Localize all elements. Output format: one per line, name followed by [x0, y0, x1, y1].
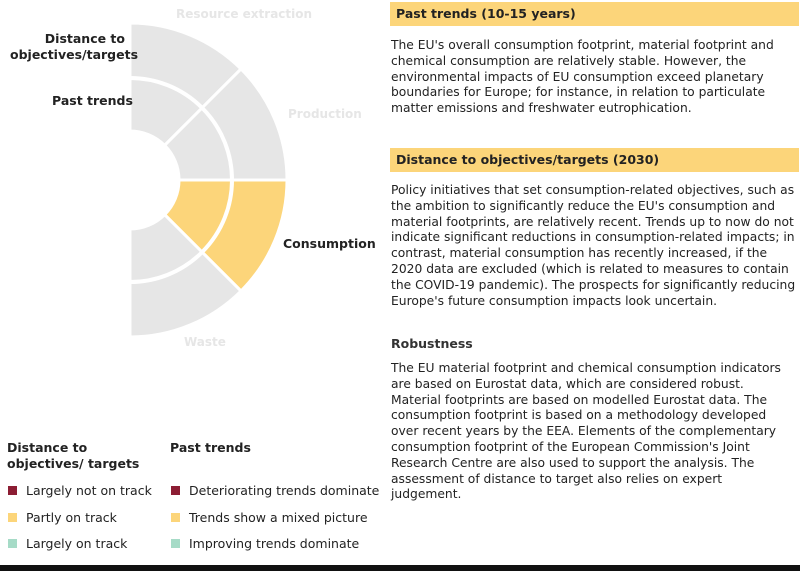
stage-label-consumption: Consumption: [283, 236, 376, 251]
stage-label-resource-extraction: Resource extraction: [176, 7, 313, 21]
red-swatch: [171, 486, 180, 495]
legend-distance-title: Distance to objectives/ targets: [7, 440, 140, 471]
ring-label-distance: Distance to objectives/targets: [10, 31, 139, 62]
ring-label-past-trends: Past trends: [52, 93, 133, 108]
green-swatch: [8, 539, 17, 548]
legend-past-item-red: Deteriorating trends dominate: [171, 483, 379, 498]
legend-distance-item-red: Largely not on track: [8, 483, 152, 498]
green-swatch: [171, 539, 180, 548]
legend-label: Deteriorating trends dominate: [189, 483, 380, 498]
yellow-swatch: [8, 513, 17, 522]
legend-past-title: Past trends: [170, 440, 251, 455]
bottom-bar: [0, 565, 800, 571]
assessment-wheel: [128, 21, 289, 339]
legend-distance-item-yellow: Partly on track: [8, 510, 117, 525]
stage-label-production: Production: [288, 107, 362, 121]
robustness-text: The EU material footprint and chemical c…: [391, 361, 781, 502]
red-swatch: [8, 486, 17, 495]
legend-past-item-yellow: Trends show a mixed picture: [171, 510, 368, 525]
legend-label: Improving trends dominate: [189, 536, 360, 551]
distance-text: Policy initiatives that set consumption-…: [391, 183, 796, 308]
ring-separator: [129, 76, 234, 284]
stage-label-waste: Waste: [184, 335, 226, 349]
past-trends-text: The EU's overall consumption footprint, …: [391, 38, 774, 116]
legend-label: Partly on track: [26, 510, 117, 525]
distance-header: Distance to objectives/targets (2030): [390, 148, 799, 172]
yellow-swatch: [171, 513, 180, 522]
legend-past-item-green: Improving trends dominate: [171, 536, 359, 551]
legend-label: Trends show a mixed picture: [189, 510, 368, 525]
past-trends-header: Past trends (10-15 years): [390, 2, 799, 26]
robustness-title: Robustness: [391, 336, 473, 351]
legend-label: Largely not on track: [26, 483, 152, 498]
legend-label: Largely on track: [26, 536, 128, 551]
legend-distance-item-green: Largely on track: [8, 536, 127, 551]
